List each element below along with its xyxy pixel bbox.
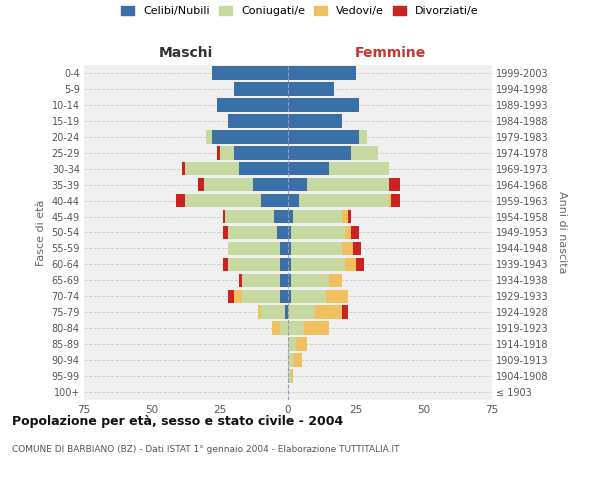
- Bar: [280, 322, 288, 335]
- Bar: [307, 178, 389, 192]
- Bar: [258, 306, 261, 319]
- Bar: [242, 290, 280, 303]
- Bar: [206, 130, 212, 143]
- Bar: [185, 194, 261, 207]
- Bar: [280, 274, 288, 287]
- Bar: [220, 146, 233, 160]
- Y-axis label: Anni di nascita: Anni di nascita: [557, 191, 567, 274]
- Bar: [350, 146, 378, 160]
- Bar: [233, 82, 288, 96]
- Bar: [274, 210, 288, 224]
- Bar: [288, 306, 315, 319]
- Text: Popolazione per età, sesso e stato civile - 2004: Popolazione per età, sesso e stato civil…: [12, 415, 343, 428]
- Bar: [291, 290, 326, 303]
- Bar: [329, 274, 343, 287]
- Bar: [356, 258, 364, 271]
- Bar: [261, 306, 285, 319]
- Bar: [261, 194, 288, 207]
- Bar: [228, 258, 280, 271]
- Bar: [288, 354, 293, 367]
- Bar: [280, 258, 288, 271]
- Bar: [185, 162, 239, 175]
- Bar: [228, 242, 280, 255]
- Bar: [291, 274, 329, 287]
- Bar: [203, 178, 253, 192]
- Bar: [326, 290, 348, 303]
- Bar: [291, 226, 345, 239]
- Bar: [253, 178, 288, 192]
- Bar: [288, 178, 307, 192]
- Bar: [304, 322, 329, 335]
- Bar: [288, 370, 291, 383]
- Bar: [291, 242, 343, 255]
- Bar: [242, 274, 280, 287]
- Bar: [288, 114, 343, 128]
- Bar: [228, 226, 277, 239]
- Bar: [228, 290, 233, 303]
- Bar: [288, 82, 334, 96]
- Bar: [293, 354, 302, 367]
- Bar: [226, 210, 274, 224]
- Bar: [217, 98, 288, 112]
- Y-axis label: Fasce di età: Fasce di età: [36, 200, 46, 266]
- Bar: [239, 162, 288, 175]
- Bar: [350, 226, 359, 239]
- Bar: [272, 322, 280, 335]
- Bar: [348, 210, 350, 224]
- Bar: [288, 162, 329, 175]
- Bar: [345, 258, 356, 271]
- Text: COMUNE DI BARBIANO (BZ) - Dati ISTAT 1° gennaio 2004 - Elaborazione TUTTITALIA.I: COMUNE DI BARBIANO (BZ) - Dati ISTAT 1° …: [12, 445, 400, 454]
- Text: Maschi: Maschi: [159, 46, 213, 60]
- Bar: [291, 258, 345, 271]
- Bar: [288, 226, 291, 239]
- Bar: [288, 66, 356, 80]
- Bar: [288, 194, 299, 207]
- Bar: [223, 226, 228, 239]
- Bar: [217, 146, 220, 160]
- Text: Femmine: Femmine: [355, 46, 425, 60]
- Bar: [228, 114, 288, 128]
- Bar: [223, 210, 226, 224]
- Bar: [288, 98, 359, 112]
- Bar: [288, 130, 359, 143]
- Bar: [291, 370, 293, 383]
- Bar: [285, 306, 288, 319]
- Bar: [182, 162, 185, 175]
- Bar: [280, 290, 288, 303]
- Bar: [389, 194, 391, 207]
- Bar: [359, 130, 367, 143]
- Bar: [299, 194, 389, 207]
- Bar: [176, 194, 185, 207]
- Legend: Celibi/Nubili, Coniugati/e, Vedovi/e, Divorziati/e: Celibi/Nubili, Coniugati/e, Vedovi/e, Di…: [121, 6, 479, 16]
- Bar: [212, 66, 288, 80]
- Bar: [391, 194, 400, 207]
- Bar: [293, 210, 343, 224]
- Bar: [233, 146, 288, 160]
- Bar: [239, 274, 242, 287]
- Bar: [288, 146, 350, 160]
- Bar: [353, 242, 361, 255]
- Bar: [212, 130, 288, 143]
- Bar: [288, 210, 293, 224]
- Bar: [345, 226, 350, 239]
- Bar: [343, 306, 348, 319]
- Bar: [315, 306, 343, 319]
- Bar: [288, 258, 291, 271]
- Bar: [288, 290, 291, 303]
- Bar: [343, 210, 348, 224]
- Bar: [343, 242, 353, 255]
- Bar: [277, 226, 288, 239]
- Bar: [296, 338, 307, 351]
- Bar: [288, 322, 304, 335]
- Bar: [288, 338, 296, 351]
- Bar: [280, 242, 288, 255]
- Bar: [233, 290, 242, 303]
- Bar: [198, 178, 203, 192]
- Bar: [389, 178, 400, 192]
- Bar: [223, 258, 228, 271]
- Bar: [288, 242, 291, 255]
- Bar: [329, 162, 389, 175]
- Bar: [288, 274, 291, 287]
